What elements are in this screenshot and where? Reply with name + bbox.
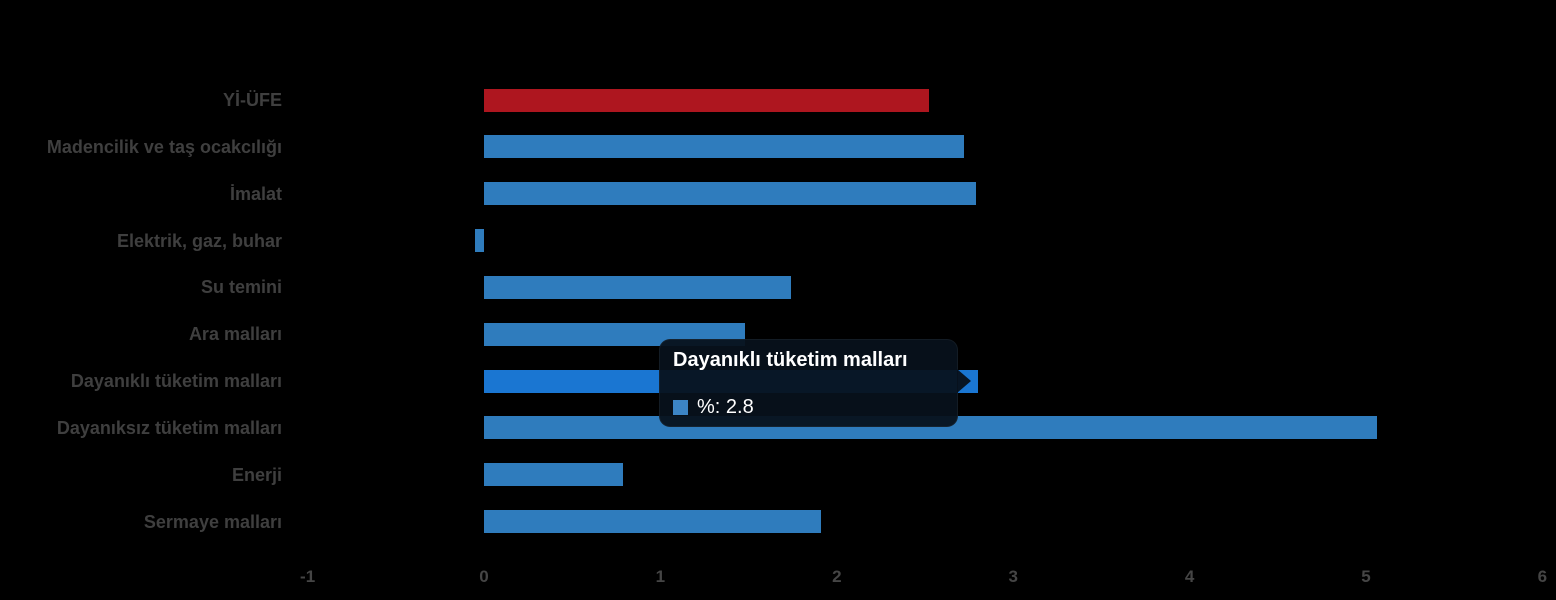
- x-axis-tick-label: 6: [1537, 567, 1548, 586]
- x-axis-tick-label: -1: [300, 567, 316, 586]
- category-label: Elektrik, gaz, buhar: [116, 230, 282, 251]
- bar[interactable]: [484, 135, 964, 159]
- category-label: Ara malları: [188, 324, 282, 345]
- bar[interactable]: [484, 88, 929, 112]
- category-label: Su temini: [200, 277, 282, 298]
- x-axis-tick-label: 2: [832, 567, 842, 586]
- category-label: İmalat: [229, 183, 282, 204]
- x-axis-tick-label: 3: [1008, 567, 1018, 586]
- bar[interactable]: [475, 229, 484, 253]
- tooltip-value-row: %: 2.8: [673, 396, 754, 419]
- category-label: Yİ-ÜFE: [222, 90, 282, 110]
- category-label: Enerji: [231, 464, 282, 485]
- bar[interactable]: [484, 182, 977, 206]
- bar[interactable]: [484, 463, 624, 487]
- category-label: Madencilik ve taş ocakcılığı: [46, 136, 282, 157]
- tooltip-value: %: 2.8: [697, 396, 754, 418]
- bar[interactable]: [484, 275, 791, 299]
- category-label: Dayanıksız tüketim malları: [56, 417, 282, 438]
- x-axis-tick-label: 1: [655, 567, 666, 586]
- category-label: Dayanıklı tüketim malları: [70, 371, 282, 392]
- x-axis-tick-label: 4: [1184, 567, 1195, 586]
- tooltip-pointer: [957, 369, 971, 393]
- tooltip-title: Dayanıklı tüketim malları: [673, 349, 908, 371]
- x-axis-tick-label: 0: [479, 567, 489, 586]
- x-axis-tick-label: 5: [1361, 567, 1371, 586]
- tooltip: Dayanıklı tüketim malları %: 2.8: [659, 339, 958, 427]
- category-label: Sermaye malları: [143, 511, 282, 532]
- series-swatch-icon: [673, 400, 688, 415]
- bar[interactable]: [484, 510, 821, 534]
